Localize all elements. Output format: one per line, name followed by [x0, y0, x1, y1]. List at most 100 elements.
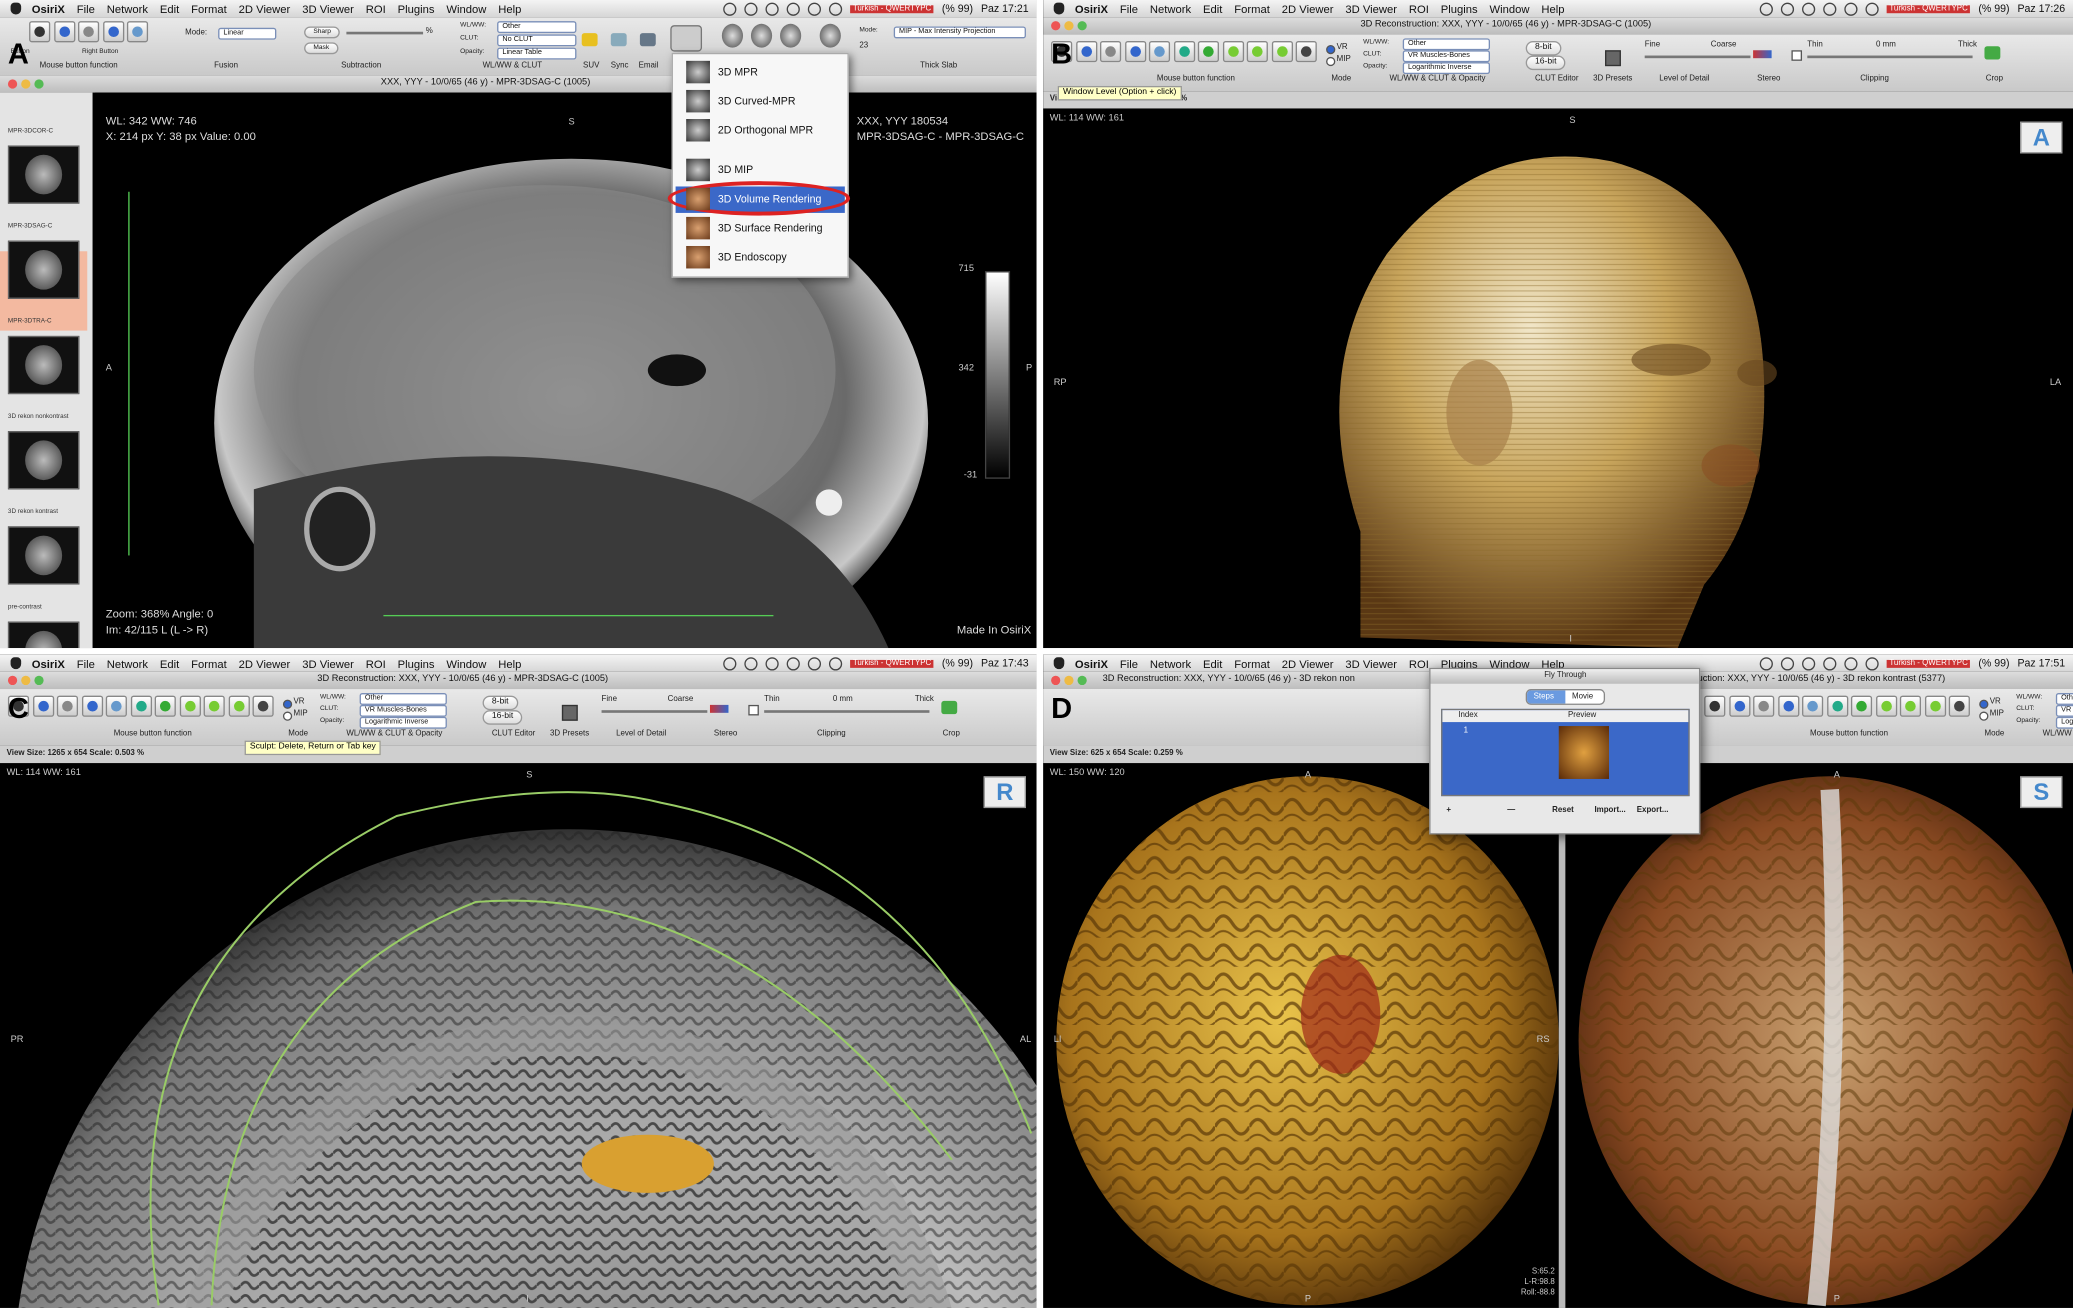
mode-option[interactable]: MIP: [293, 710, 308, 719]
menu-item[interactable]: Help: [498, 1, 522, 16]
tool-button[interactable]: [53, 21, 75, 43]
menu-item[interactable]: 3D Viewer: [302, 1, 354, 16]
thumbnail[interactable]: [7, 145, 80, 204]
tool-button[interactable]: [32, 695, 54, 717]
menu-item[interactable]: Format: [191, 1, 227, 16]
menu-item[interactable]: 3D Viewer: [1345, 656, 1397, 670]
menu-item[interactable]: Plugins: [397, 1, 435, 16]
menu-item[interactable]: Format: [1234, 656, 1270, 670]
field-value[interactable]: Linear: [218, 27, 277, 40]
thumbnail[interactable]: [7, 335, 80, 395]
dialog-button[interactable]: Export...: [1636, 806, 1669, 815]
menu-item[interactable]: Window: [1489, 656, 1530, 670]
tool-button[interactable]: [7, 695, 30, 717]
menu-item[interactable]: Help: [498, 656, 522, 670]
field-value[interactable]: Other: [497, 21, 577, 34]
menu-item[interactable]: Window: [446, 656, 487, 670]
menu-item[interactable]: File: [1119, 656, 1138, 670]
menu-item[interactable]: Network: [1149, 1, 1192, 16]
tool-button[interactable]: [228, 695, 250, 717]
dialog-button[interactable]: —: [1507, 806, 1516, 815]
menu-item[interactable]: Plugins: [1440, 1, 1478, 16]
tool-button[interactable]: [78, 21, 100, 43]
tool-button[interactable]: [1197, 40, 1219, 63]
menu-item[interactable]: File: [76, 656, 95, 670]
tool-button[interactable]: [1924, 695, 1946, 717]
tool-button[interactable]: [1728, 695, 1750, 717]
mode-option[interactable]: VR: [1989, 698, 2001, 707]
tool-button[interactable]: [252, 695, 274, 717]
tool-button[interactable]: [1246, 40, 1268, 63]
menu-item[interactable]: Window: [1489, 1, 1530, 16]
field-value[interactable]: VR Muscles-Bones: [2055, 704, 2073, 717]
tool-button[interactable]: [81, 695, 103, 717]
menu-item[interactable]: 3D MPR: [717, 66, 758, 79]
tool-button[interactable]: [1075, 40, 1097, 63]
menu-item[interactable]: OsiriX: [31, 1, 65, 16]
menu-item[interactable]: OsiriX: [1074, 1, 1108, 16]
menu-item[interactable]: Plugins: [1440, 656, 1478, 670]
tool-button[interactable]: [203, 695, 225, 717]
menu-item[interactable]: 3D Viewer: [302, 656, 354, 670]
tool-button[interactable]: [1148, 40, 1171, 63]
menu-item[interactable]: 2D Viewer: [238, 656, 291, 670]
tool-button[interactable]: [130, 695, 152, 717]
menu-item[interactable]: Window: [446, 1, 487, 16]
menu-item[interactable]: Network: [106, 1, 148, 16]
tool-button[interactable]: [1704, 695, 1726, 717]
menu-item[interactable]: 2D Viewer: [1281, 656, 1334, 670]
menu-item[interactable]: File: [1119, 1, 1138, 16]
menu-item[interactable]: 2D Viewer: [1281, 1, 1334, 16]
tool-button[interactable]: [1295, 40, 1317, 63]
field-value[interactable]: Other: [359, 692, 447, 705]
field-value[interactable]: Logarithmic Inverse: [2055, 716, 2073, 729]
menu-item[interactable]: Edit: [1203, 1, 1223, 16]
bit-button[interactable]: 8-bit: [1525, 40, 1561, 55]
tool-button[interactable]: [1948, 695, 1970, 717]
tool-button[interactable]: [179, 695, 201, 717]
menu-item[interactable]: ROI: [365, 656, 386, 670]
menu-item[interactable]: 3D Endoscopy: [717, 251, 787, 264]
field-value[interactable]: Linear Table: [497, 47, 577, 60]
tool-button[interactable]: [126, 21, 149, 43]
thumbnail[interactable]: [7, 526, 80, 585]
menu-item[interactable]: OsiriX: [31, 656, 65, 670]
field-value[interactable]: Logarithmic Inverse: [1402, 62, 1491, 75]
field-value[interactable]: No CLUT: [497, 34, 577, 47]
dialog-button[interactable]: Import...: [1594, 806, 1626, 815]
tool-button[interactable]: [1875, 695, 1897, 717]
menu-item[interactable]: Plugins: [397, 656, 435, 670]
tool-button[interactable]: [1802, 695, 1824, 717]
tool-button[interactable]: [105, 695, 127, 717]
menu-item[interactable]: 2D Orthogonal MPR: [717, 124, 814, 137]
menu-item[interactable]: 3D Surface Rendering: [717, 222, 823, 235]
menu-item[interactable]: Edit: [1203, 656, 1223, 670]
tool-button[interactable]: [56, 695, 79, 717]
dialog-button[interactable]: +: [1446, 806, 1452, 815]
tool-button[interactable]: [1222, 40, 1244, 63]
tool-button[interactable]: [1826, 695, 1848, 717]
menu-item[interactable]: 3D MIP: [717, 163, 754, 176]
menu-item[interactable]: Format: [191, 656, 227, 670]
tab[interactable]: Steps: [1533, 692, 1554, 701]
menu-item[interactable]: ROI: [365, 1, 386, 16]
menu-item[interactable]: 3D Volume Rendering: [717, 193, 822, 205]
menu-item[interactable]: Network: [106, 656, 148, 670]
menu-item[interactable]: 3D Viewer: [1345, 1, 1397, 16]
sub-button[interactable]: Mask: [304, 42, 339, 55]
tool-button[interactable]: [29, 21, 51, 43]
bit-button[interactable]: 16-bit: [1525, 55, 1566, 70]
menu-item[interactable]: ROI: [1408, 656, 1429, 670]
menu-item[interactable]: Help: [1541, 1, 1565, 16]
thumbnail[interactable]: [7, 431, 80, 490]
tool-button[interactable]: [1124, 40, 1146, 63]
tool-button[interactable]: [1271, 40, 1293, 63]
mode-option[interactable]: MIP: [1989, 710, 2004, 719]
field-value[interactable]: Logarithmic Inverse: [359, 716, 447, 729]
thumbnail[interactable]: [7, 240, 80, 299]
menu-item[interactable]: Network: [1149, 656, 1192, 670]
tool-button[interactable]: [1899, 695, 1922, 717]
menu-item[interactable]: 3D Curved-MPR: [717, 95, 796, 108]
tab[interactable]: Movie: [1571, 692, 1594, 701]
sub-button[interactable]: Sharp: [304, 26, 341, 39]
